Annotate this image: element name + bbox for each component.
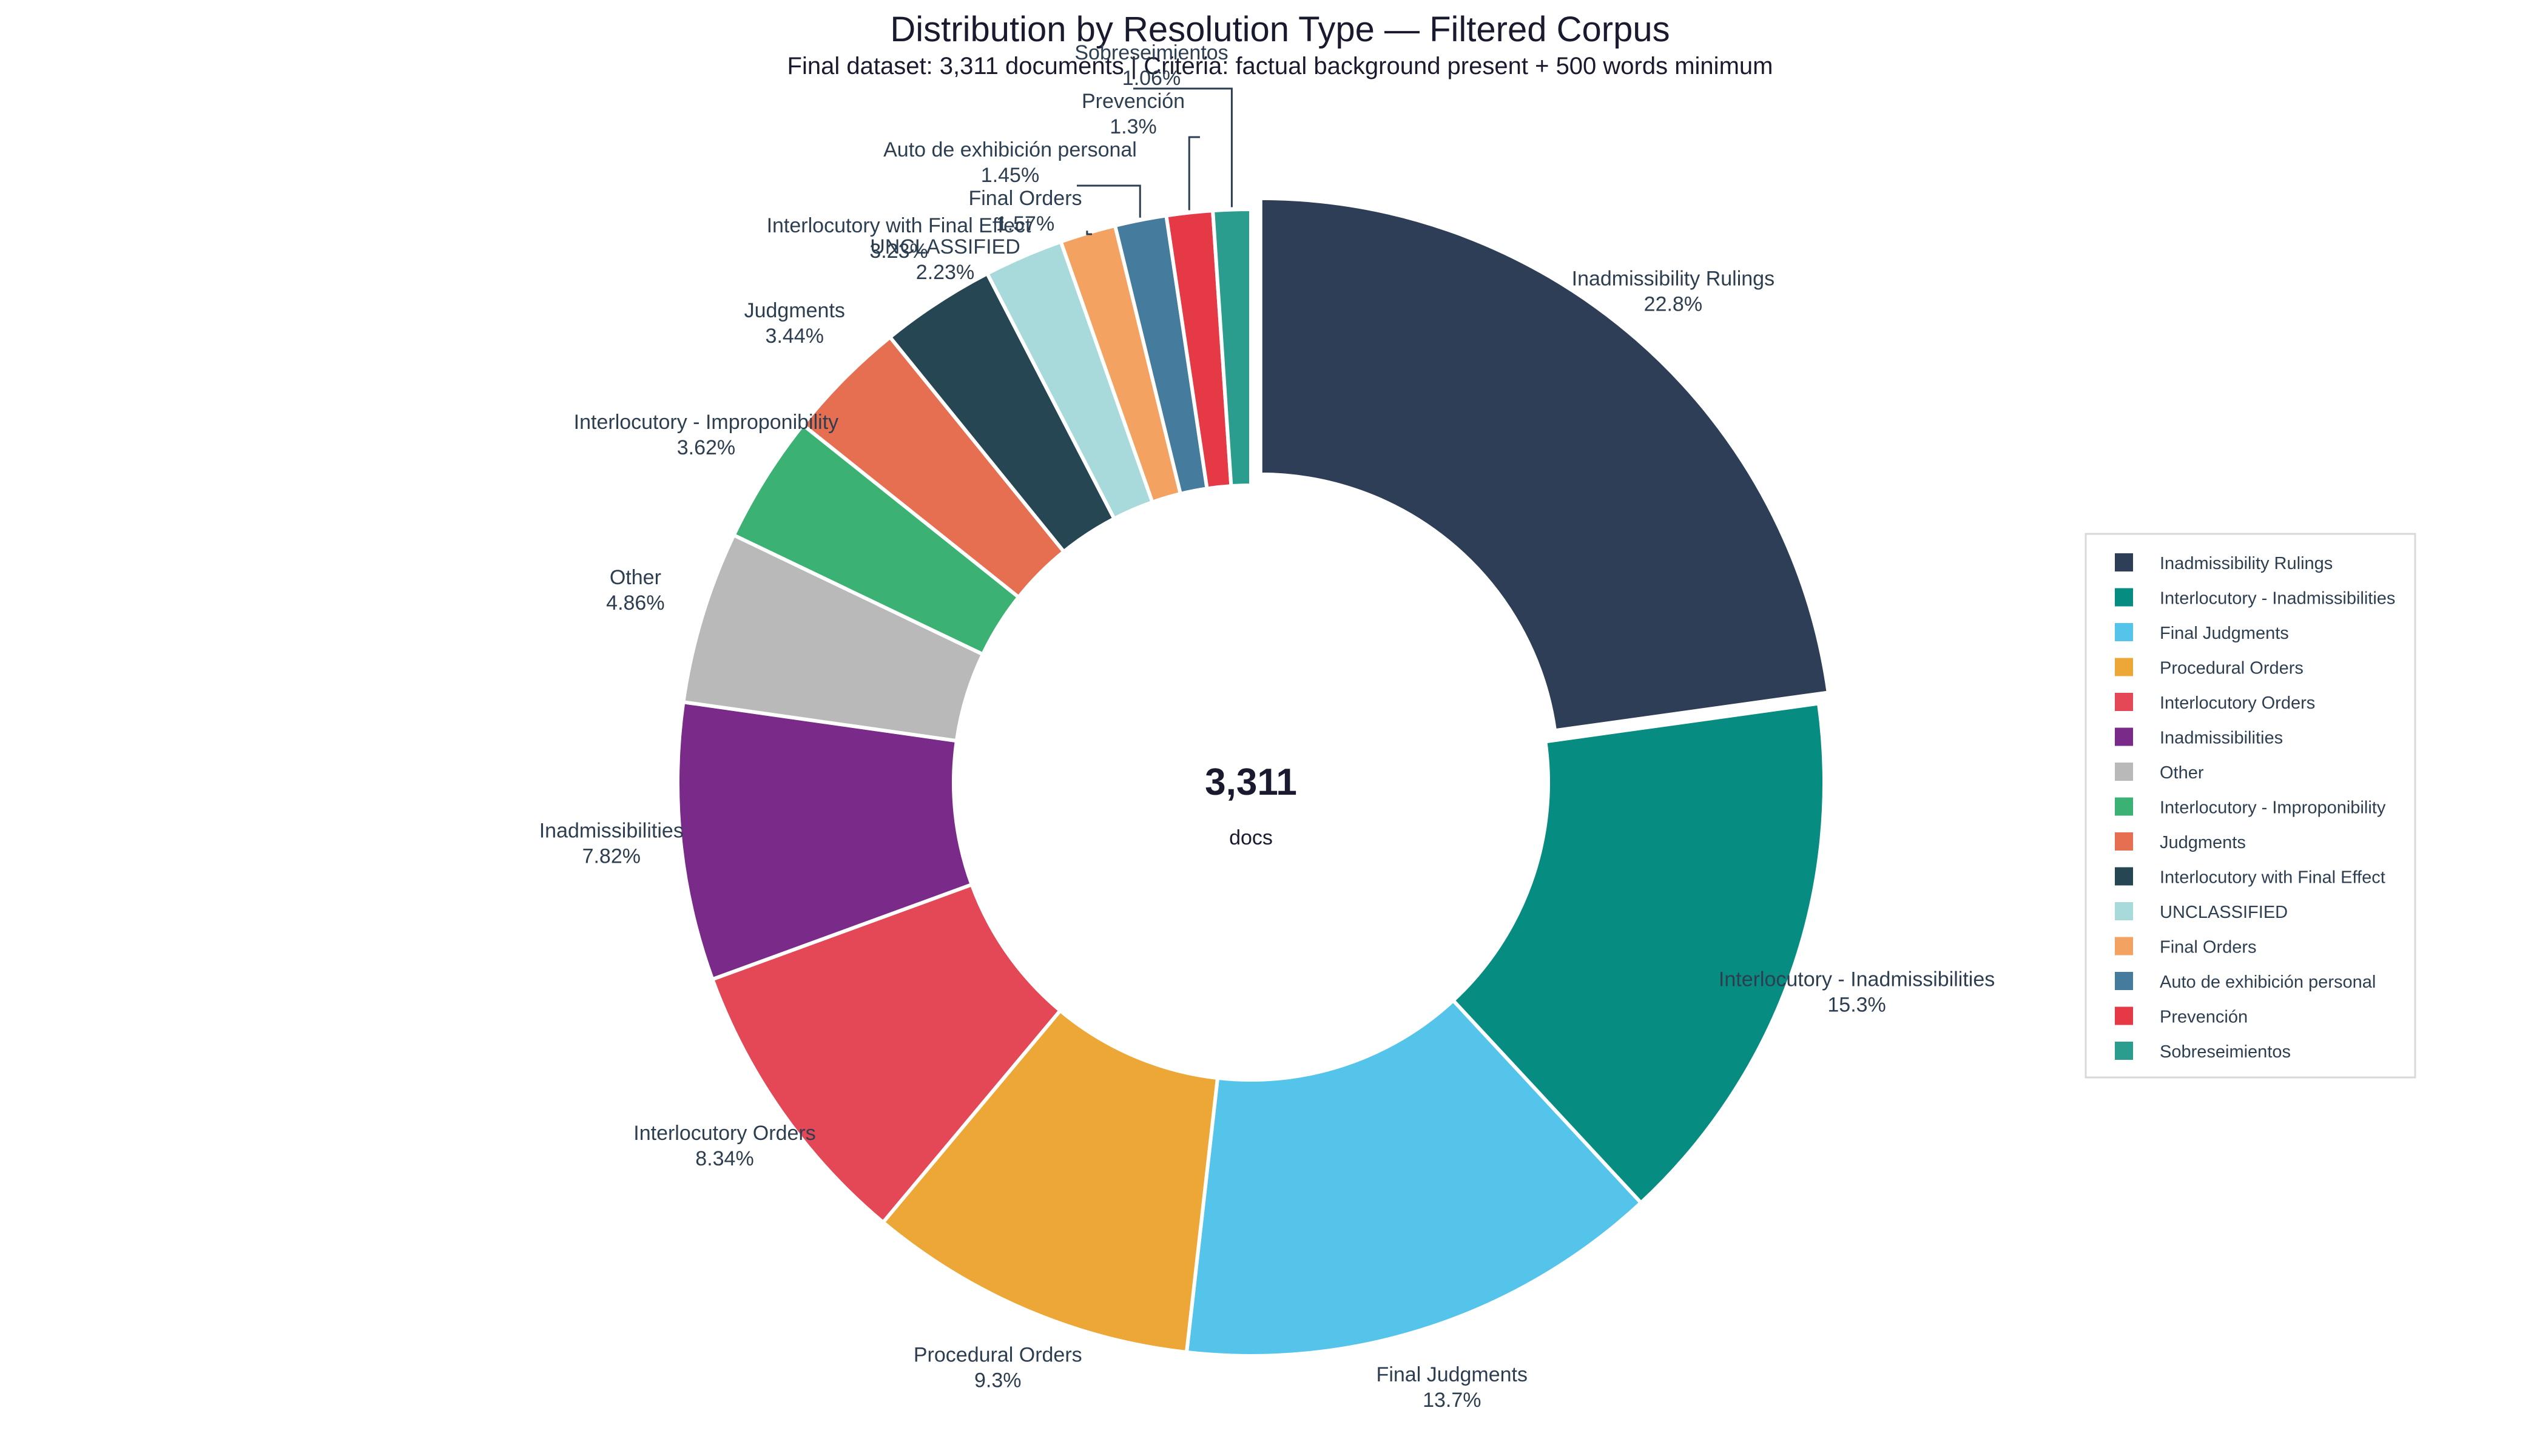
center-total-value: 3,311 (1205, 761, 1297, 803)
legend-item-final-judgments[interactable]: Final Judgments (2160, 624, 2289, 643)
legend-swatch-interlocutory-improponibility (2115, 797, 2133, 816)
slice-pct-final-judgments: 13.7% (1423, 1389, 1481, 1412)
legend-item-final-orders[interactable]: Final Orders (2160, 938, 2257, 957)
legend-item-unclassified[interactable]: UNCLASSIFIED (2160, 903, 2288, 922)
legend-item-auto-de-exhibicion-personal[interactable]: Auto de exhibición personal (2160, 972, 2376, 992)
slice-label-final-orders: Final Orders (968, 187, 1082, 210)
slice-interlocutory-orders[interactable] (710, 882, 1063, 1225)
slice-pct-final-orders: 1.57% (996, 212, 1054, 235)
legend-item-prevencion[interactable]: Prevención (2160, 1008, 2248, 1027)
legend-item-interlocutory-improponibility[interactable]: Interlocutory - Improponibility (2160, 798, 2386, 818)
slices-group (676, 196, 1831, 1358)
legend-swatch-final-judgments (2115, 623, 2133, 641)
legend-item-interlocutory-with-final-effect[interactable]: Interlocutory with Final Effect (2160, 868, 2385, 888)
slice-label-interlocutory-improponibility: Interlocutory - Improponibility (574, 411, 839, 434)
slice-label-inadmissibility-rulings: Inadmissibility Rulings (1572, 267, 1774, 290)
legend-swatch-prevencion (2115, 1006, 2133, 1025)
legend-swatch-interlocutory-orders (2115, 693, 2133, 711)
slice-pct-interlocutory-improponibility: 3.62% (677, 436, 735, 459)
slice-pct-other: 4.86% (606, 592, 664, 615)
slice-inadmissibilities[interactable] (676, 699, 974, 982)
legend-swatch-final-orders (2115, 937, 2133, 956)
slice-label-unclassified: UNCLASSIFIED (870, 235, 1020, 258)
slice-label-other: Other (610, 566, 661, 589)
legend-item-sobreseimientos[interactable]: Sobreseimientos (2160, 1042, 2291, 1062)
legend-swatch-sobreseimientos (2115, 1042, 2133, 1060)
legend: Inadmissibility Rulings Interlocutory - I… (2085, 533, 2416, 1079)
slice-pct-procedural-orders: 9.3% (974, 1369, 1022, 1392)
slice-pct-unclassified: 2.23% (916, 261, 974, 284)
slice-label-judgments: Judgments (744, 299, 845, 322)
legend-item-inadmissibility-rulings[interactable]: Inadmissibility Rulings (2160, 554, 2333, 573)
legend-frame (2085, 533, 2416, 1079)
slice-inadmissibility-rulings[interactable] (1258, 196, 1831, 733)
legend-item-procedural-orders[interactable]: Procedural Orders (2160, 659, 2304, 678)
slice-final-judgments[interactable] (1184, 997, 1644, 1358)
slice-label-auto-de-exhibicion-personal: Auto de exhibición personal (883, 138, 1137, 161)
slice-pct-interlocutory-orders: 8.34% (695, 1147, 753, 1170)
slice-interlocutory-inadmissibilities[interactable] (1451, 701, 1826, 1205)
slice-label-inadmissibilities: Inadmissibilities (539, 820, 684, 843)
leader-line-sobreseimientos (1133, 87, 1233, 207)
slice-pct-prevencion: 1.3% (1110, 115, 1157, 138)
legend-item-other[interactable]: Other (2160, 763, 2204, 783)
chart-title: Distribution by Resolution Type — Filter… (890, 10, 1670, 49)
slice-label-interlocutory-orders: Interlocutory Orders (633, 1122, 815, 1145)
slice-label-interlocutory-with-final-effect: Interlocutory with Final Effect (767, 214, 1031, 237)
center-total-unit: docs (1229, 826, 1273, 849)
chart-subtitle: Final dataset: 3,311 documents | Criteri… (787, 53, 1773, 79)
slice-pct-auto-de-exhibicion-personal: 1.45% (981, 164, 1039, 187)
slice-pct-judgments: 3.44% (766, 325, 824, 348)
legend-swatch-inadmissibilities (2115, 727, 2133, 746)
slice-sobreseimientos[interactable] (1210, 207, 1253, 488)
legend-item-judgments[interactable]: Judgments (2160, 833, 2246, 852)
leader-lines-group (1077, 87, 1233, 235)
slice-label-interlocutory-inadmissibilities: Interlocutory - Inadmissibilities (1719, 968, 1995, 991)
legend-item-inadmissibilities[interactable]: Inadmissibilities (2160, 729, 2283, 748)
leader-line-auto-de-exhibicion-personal (1077, 184, 1141, 218)
leader-line-prevencion (1188, 136, 1200, 211)
slice-pct-interlocutory-inadmissibilities: 15.3% (1827, 994, 1886, 1017)
leader-line-final-orders (1086, 231, 1092, 235)
legend-swatch-interlocutory-inadmissibilities (2115, 588, 2133, 607)
slice-pct-inadmissibility-rulings: 22.8% (1644, 292, 1702, 315)
legend-swatch-judgments (2115, 832, 2133, 851)
slice-label-final-judgments: Final Judgments (1377, 1363, 1528, 1386)
slice-label-prevencion: Prevención (1082, 90, 1185, 113)
slice-pct-inadmissibilities: 7.82% (582, 845, 641, 868)
legend-swatch-auto-de-exhibicion-personal (2115, 972, 2133, 990)
slice-pct-interlocutory-with-final-effect: 3.23% (869, 240, 928, 263)
slice-label-sobreseimientos: Sobreseimientos (1074, 41, 1228, 64)
legend-swatch-interlocutory-with-final-effect (2115, 867, 2133, 886)
legend-swatch-other (2115, 763, 2133, 781)
slice-pct-sobreseimientos: 1.06% (1122, 67, 1181, 90)
slice-label-procedural-orders: Procedural Orders (914, 1343, 1082, 1366)
legend-item-interlocutory-inadmissibilities[interactable]: Interlocutory - Inadmissibilities (2160, 589, 2395, 608)
legend-swatch-procedural-orders (2115, 658, 2133, 676)
slice-procedural-orders[interactable] (880, 1008, 1220, 1355)
legend-swatch-inadmissibility-rulings (2115, 553, 2133, 571)
legend-item-interlocutory-orders[interactable]: Interlocutory Orders (2160, 693, 2315, 713)
legend-swatch-unclassified (2115, 902, 2133, 920)
